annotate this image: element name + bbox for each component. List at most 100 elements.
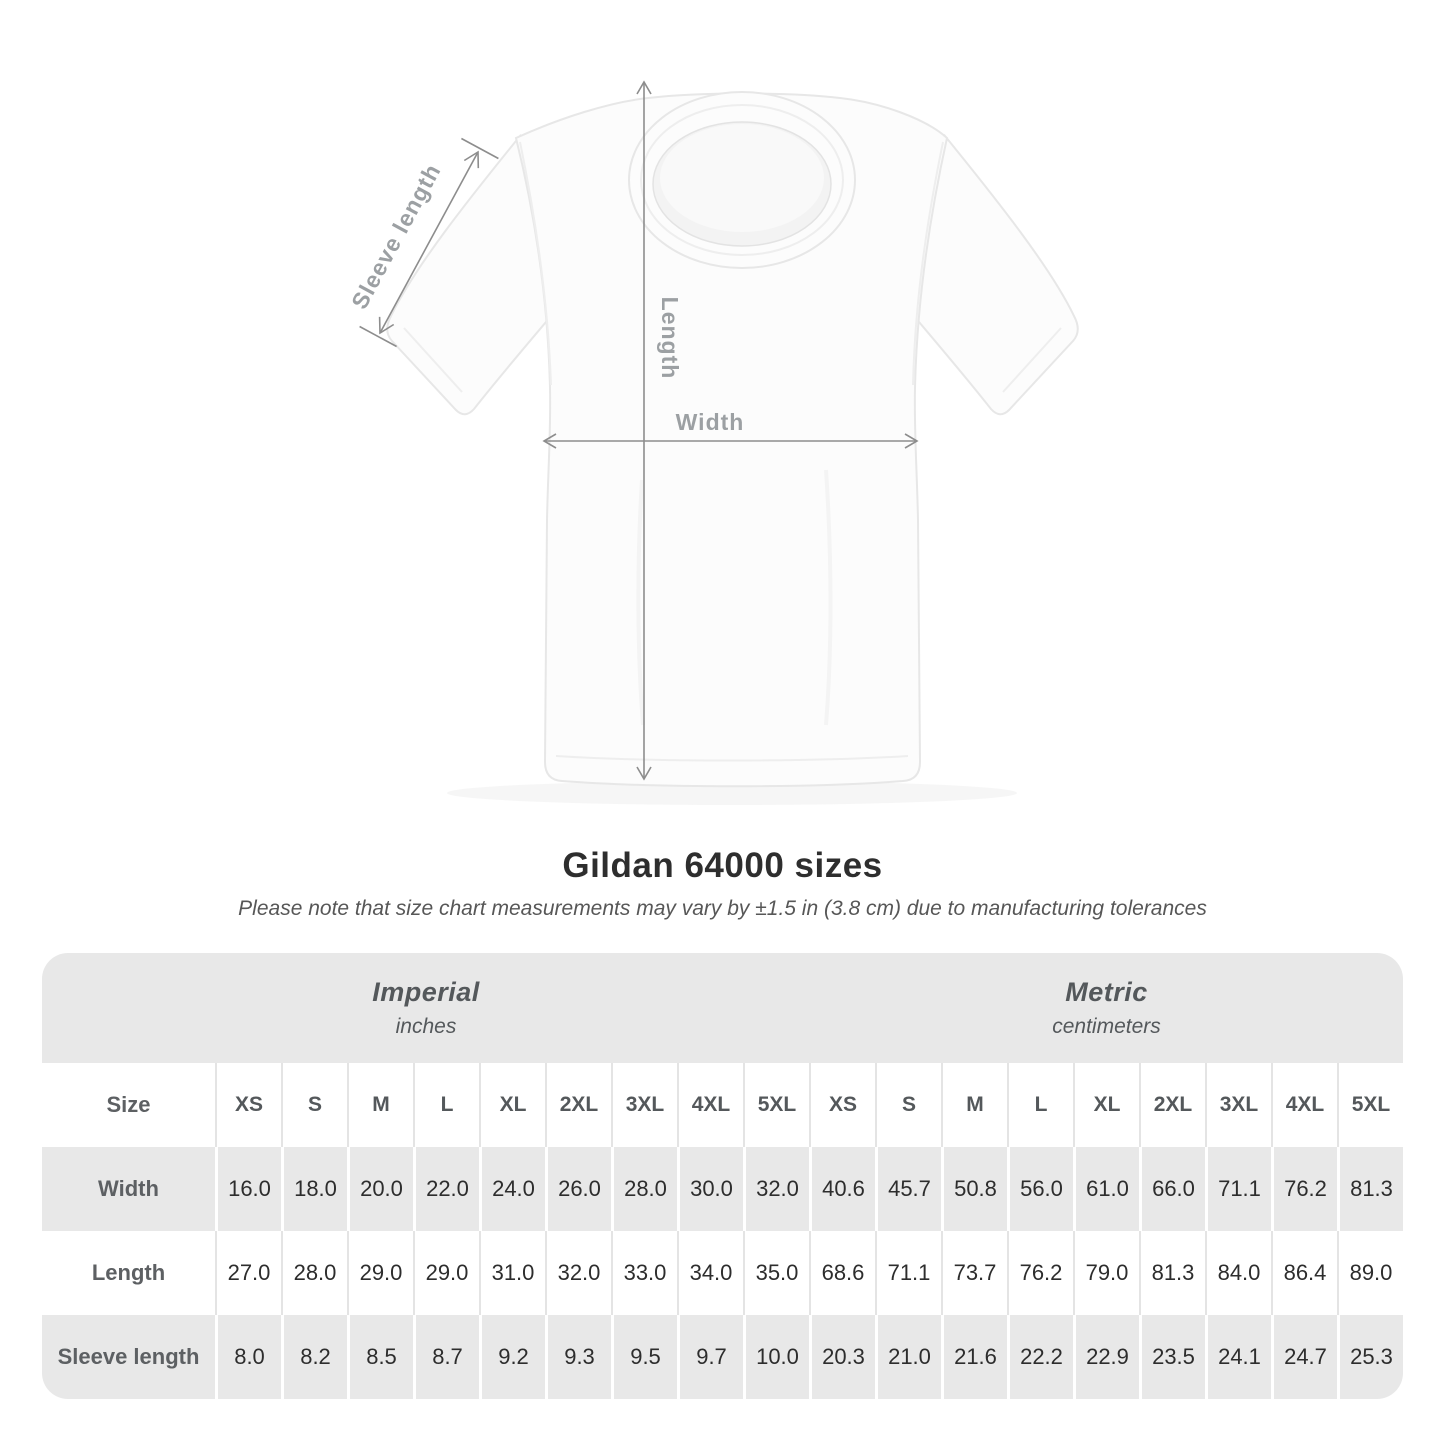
length-label: Length xyxy=(657,297,683,380)
size-column-header: 4XL xyxy=(677,1063,743,1147)
size-column-header: XL xyxy=(1073,1063,1139,1147)
size-column-header: M xyxy=(347,1063,413,1147)
right-armhole-seam xyxy=(912,141,944,386)
size-corner-label: Size xyxy=(106,1092,151,1117)
width-value-cell: 32.0 xyxy=(743,1147,809,1231)
length-arrowhead-top xyxy=(636,80,652,95)
width-value-cell: 40.6 xyxy=(809,1147,875,1231)
collar-rib-seam xyxy=(640,104,844,256)
left-armhole-seam xyxy=(519,141,552,386)
sleeve-length-value-cell: 9.2 xyxy=(479,1315,545,1399)
collar-inner-back xyxy=(660,124,824,232)
row-label-width: Width xyxy=(98,1176,159,1201)
length-arrowhead-bottom xyxy=(636,766,652,781)
shirt-body xyxy=(514,92,949,788)
imperial-group-unit: inches xyxy=(395,1015,457,1038)
size-column-header: L xyxy=(413,1063,479,1147)
sleeve-length-value-cell: 23.5 xyxy=(1139,1315,1205,1399)
metric-group-header: Metric centimeters xyxy=(810,953,1403,1063)
width-value-cell: 50.8 xyxy=(941,1147,1007,1231)
sleeve-length-value-cell: 8.0 xyxy=(215,1315,281,1399)
size-column-header: 2XL xyxy=(1139,1063,1205,1147)
sleeve-length-value-cell: 22.9 xyxy=(1073,1315,1139,1399)
size-column-header: 3XL xyxy=(1205,1063,1271,1147)
tshirt-illustration xyxy=(386,91,1079,788)
width-value-cell: 22.0 xyxy=(413,1147,479,1231)
size-column-header: M xyxy=(941,1063,1007,1147)
wrinkle-line xyxy=(636,479,645,726)
length-value-cell: 84.0 xyxy=(1205,1231,1271,1315)
size-column-header: S xyxy=(281,1063,347,1147)
width-value-cell: 18.0 xyxy=(281,1147,347,1231)
width-arrowhead-right xyxy=(904,433,919,449)
size-column-header: XS xyxy=(809,1063,875,1147)
table-row-sleeve-length: Sleeve length 8.0 8.2 8.5 8.7 9.2 9.3 9.5 9.7 10… xyxy=(42,1315,1403,1399)
width-value-cell: 26.0 xyxy=(545,1147,611,1231)
sleeve-length-value-cell: 24.1 xyxy=(1205,1315,1271,1399)
metric-group-title: Metric xyxy=(1065,977,1148,1007)
shirt-shadow xyxy=(447,781,1017,805)
width-value-cell: 61.0 xyxy=(1073,1147,1139,1231)
width-value-cell: 81.3 xyxy=(1337,1147,1403,1231)
sleeve-end-cap-top xyxy=(461,137,499,160)
sleeve-arrowhead-bottom xyxy=(378,316,395,335)
size-column-header: 3XL xyxy=(611,1063,677,1147)
length-value-cell: 33.0 xyxy=(611,1231,677,1315)
length-value-cell: 28.0 xyxy=(281,1231,347,1315)
imperial-group-header: Imperial inches xyxy=(42,953,810,1063)
sleeve-length-value-cell: 21.6 xyxy=(941,1315,1007,1399)
tshirt-measurement-diagram: Sleeve length Length Width xyxy=(346,80,1079,805)
size-header-row: Size XS S M L XL 2XL 3XL 4XL 5XL XS S M L XL 2XL 3XL 4XL… xyxy=(42,1063,1403,1147)
length-value-cell: 86.4 xyxy=(1271,1231,1337,1315)
size-column-header: S xyxy=(875,1063,941,1147)
width-value-cell: 30.0 xyxy=(677,1147,743,1231)
width-value-cell: 56.0 xyxy=(1007,1147,1073,1231)
sleeve-length-value-cell: 21.0 xyxy=(875,1315,941,1399)
metric-group-unit: centimeters xyxy=(1052,1015,1161,1038)
sleeve-length-value-cell: 8.7 xyxy=(413,1315,479,1399)
sleeve-length-value-cell: 9.3 xyxy=(545,1315,611,1399)
left-cuff-stitch xyxy=(403,327,463,393)
table-row-width: Width 16.0 18.0 20.0 22.0 24.0 26.0 28.0 30.0 32… xyxy=(42,1147,1403,1231)
size-table: Imperial inches Metric centimeters Size … xyxy=(42,953,1403,1399)
sleeve-length-value-cell: 20.3 xyxy=(809,1315,875,1399)
length-value-cell: 68.6 xyxy=(809,1231,875,1315)
length-value-cell: 89.0 xyxy=(1337,1231,1403,1315)
width-value-cell: 45.7 xyxy=(875,1147,941,1231)
right-cuff-stitch xyxy=(1002,327,1062,393)
size-column-header: XS xyxy=(215,1063,281,1147)
length-value-cell: 27.0 xyxy=(215,1231,281,1315)
width-label: Width xyxy=(676,409,745,435)
length-value-cell: 81.3 xyxy=(1139,1231,1205,1315)
sleeve-length-value-cell: 8.5 xyxy=(347,1315,413,1399)
sleeve-length-value-cell: 24.7 xyxy=(1271,1315,1337,1399)
sleeve-length-value-cell: 22.2 xyxy=(1007,1315,1073,1399)
sleeve-length-value-cell: 9.5 xyxy=(611,1315,677,1399)
width-value-cell: 24.0 xyxy=(479,1147,545,1231)
size-column-header: 5XL xyxy=(1337,1063,1403,1147)
length-value-cell: 31.0 xyxy=(479,1231,545,1315)
hem-stitch xyxy=(555,755,909,762)
width-value-cell: 28.0 xyxy=(611,1147,677,1231)
length-value-cell: 35.0 xyxy=(743,1231,809,1315)
width-value-cell: 16.0 xyxy=(215,1147,281,1231)
length-value-cell: 29.0 xyxy=(413,1231,479,1315)
width-arrowhead-left xyxy=(542,433,557,449)
sleeve-length-value-cell: 9.7 xyxy=(677,1315,743,1399)
length-value-cell: 29.0 xyxy=(347,1231,413,1315)
row-label-length: Length xyxy=(91,1260,166,1285)
heading-block: Gildan 64000 sizes Please note that size… xyxy=(0,846,1445,921)
size-column-header: 4XL xyxy=(1271,1063,1337,1147)
tolerance-note: Please note that size chart measurements… xyxy=(238,897,1207,920)
wrinkle-line xyxy=(824,469,833,726)
size-column-header: XL xyxy=(479,1063,545,1147)
unit-groups-header: Imperial inches Metric centimeters xyxy=(42,953,1403,1063)
row-label-sleeve-length: Sleeve length xyxy=(57,1344,200,1369)
width-value-cell: 76.2 xyxy=(1271,1147,1337,1231)
length-value-cell: 34.0 xyxy=(677,1231,743,1315)
sleeve-length-value-cell: 10.0 xyxy=(743,1315,809,1399)
size-column-header: L xyxy=(1007,1063,1073,1147)
width-value-cell: 71.1 xyxy=(1205,1147,1271,1231)
length-value-cell: 71.1 xyxy=(875,1231,941,1315)
sleeve-arrow-line xyxy=(379,151,479,334)
